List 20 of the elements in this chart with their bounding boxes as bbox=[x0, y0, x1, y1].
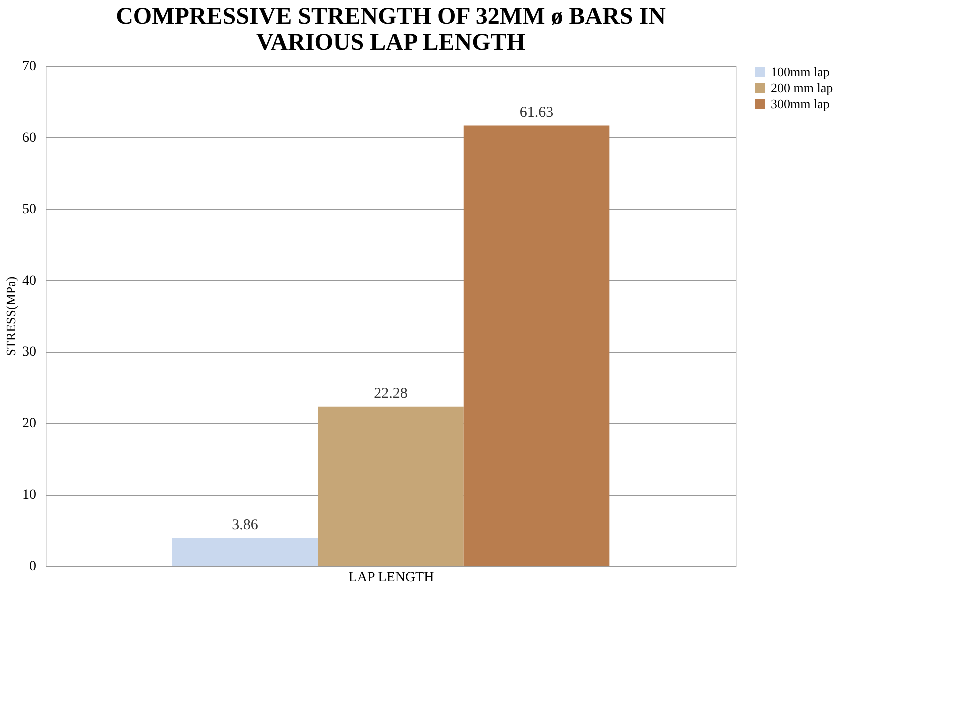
y-tick-label: 40 bbox=[22, 274, 36, 289]
y-tick-label: 0 bbox=[30, 560, 36, 574]
y-tick-label: 70 bbox=[22, 60, 36, 74]
legend-label: 200 mm lap bbox=[771, 80, 834, 96]
bar bbox=[172, 538, 318, 566]
data-label: 61.63 bbox=[520, 104, 554, 121]
y-tick-label: 50 bbox=[22, 202, 36, 218]
legend-label: 100mm lap bbox=[771, 64, 830, 80]
bar bbox=[318, 406, 464, 566]
x-axis-title: LAP LENGTH bbox=[348, 570, 434, 586]
data-label: 22.28 bbox=[374, 386, 408, 402]
legend-label: 300mm lap bbox=[771, 96, 830, 112]
bar bbox=[464, 126, 610, 566]
y-tick-label: 30 bbox=[22, 345, 36, 360]
y-tick-label: 60 bbox=[22, 130, 36, 146]
data-label: 3.86 bbox=[232, 517, 259, 534]
chart-title: COMPRESSIVE STRENGTH OF 32MM ø BARS IN VARIOUS LAP LENGTH bbox=[116, 4, 667, 56]
y-tick-label: 10 bbox=[22, 488, 36, 504]
y-axis-title: STRESS(MPa) bbox=[4, 276, 18, 356]
y-tick-label: 20 bbox=[22, 416, 36, 432]
